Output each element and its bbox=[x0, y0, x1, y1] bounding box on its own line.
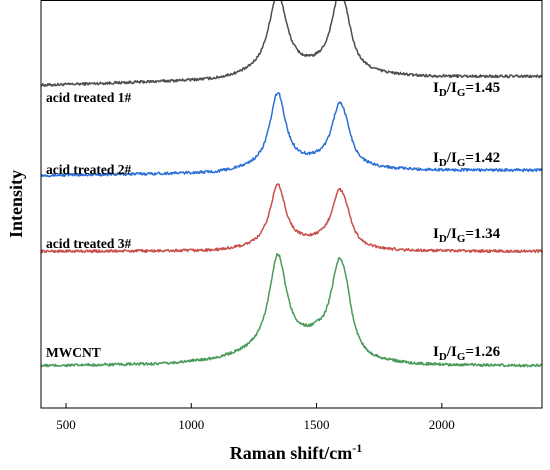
annotation-layer: acid treated 1# ID/IG=1.45 acid treated 2#… bbox=[46, 80, 501, 363]
plot-frame bbox=[40, 0, 543, 409]
intensity-ratio-label-1: ID/IG=1.45 bbox=[433, 80, 500, 99]
x-tick-label-1500: 1500 bbox=[304, 417, 330, 432]
spectrum-line-1 bbox=[40, 0, 543, 87]
series-layer bbox=[40, 0, 543, 368]
x-tick-label-500: 500 bbox=[56, 417, 76, 432]
x-axis-label: Raman shift/cm-1 bbox=[230, 441, 363, 463]
spectrum-line-2 bbox=[40, 92, 543, 178]
intensity-ratio-label-3: ID/IG=1.34 bbox=[433, 226, 501, 245]
intensity-ratio-label-2: ID/IG=1.42 bbox=[433, 150, 500, 169]
y-axis-label: Intensity bbox=[6, 170, 26, 238]
intensity-ratio-label-4: ID/IG=1.26 bbox=[433, 344, 501, 363]
series-label-4: MWCNT bbox=[46, 345, 101, 360]
x-tick-label-1000: 1000 bbox=[178, 417, 204, 432]
x-axis-label-unit-exponent: -1 bbox=[352, 441, 362, 455]
x-tick-label-2000: 2000 bbox=[429, 417, 455, 432]
series-label-3: acid treated 3# bbox=[46, 236, 131, 251]
series-label-1: acid treated 1# bbox=[46, 90, 131, 105]
spectrum-line-3 bbox=[40, 183, 543, 254]
spectrum-line-4 bbox=[40, 252, 543, 368]
x-axis: 500 1000 1500 2000 bbox=[56, 403, 455, 432]
x-axis-label-text: Raman shift/cm bbox=[230, 443, 353, 463]
series-label-2: acid treated 2# bbox=[46, 162, 131, 177]
